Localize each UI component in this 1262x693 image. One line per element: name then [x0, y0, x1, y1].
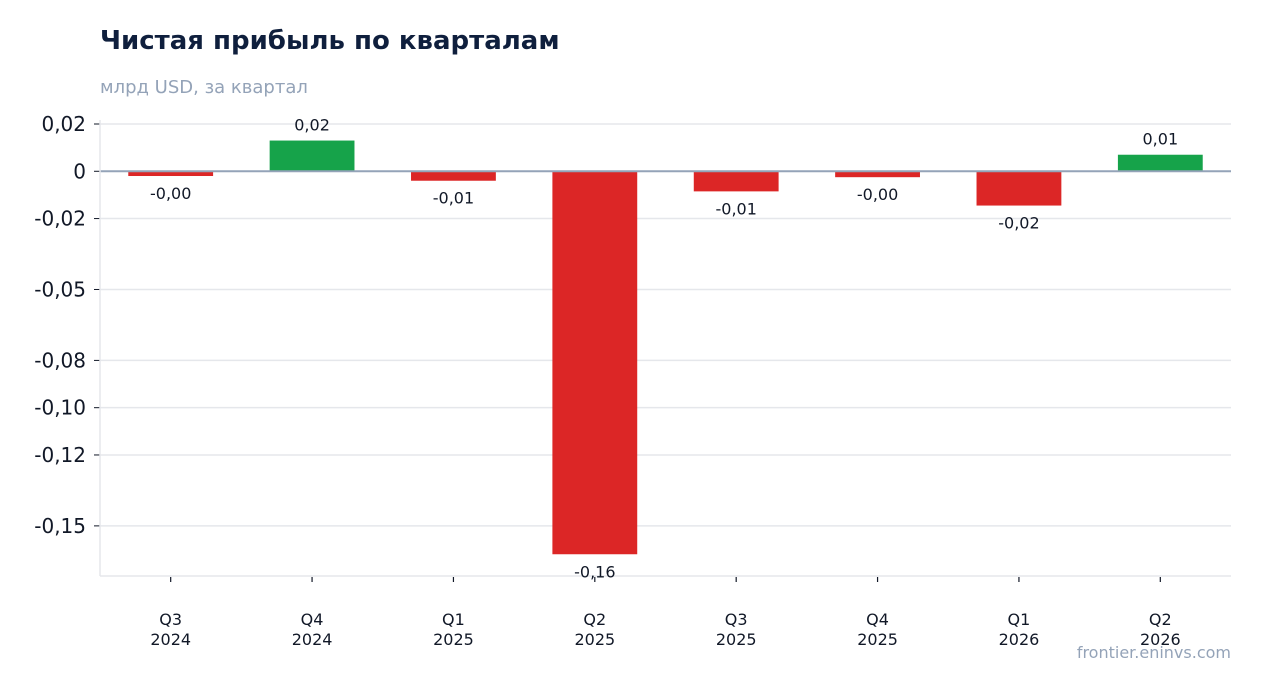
data-labels: -0,00 0,02 -0,01 -0,16 -0,01 -0,00 -0,02 0,01 — [150, 116, 1178, 582]
data-label: -0,00 — [150, 184, 191, 203]
bars — [128, 140, 1203, 555]
chart-subtitle: млрд USD, за квартал — [100, 77, 308, 98]
y-tick-label: -0,15 — [34, 514, 86, 538]
x-tick-label-quarter: Q3 — [159, 610, 182, 629]
axes: 0,020-0,02-0,05-0,08-0,10-0,12-0,15Q3202… — [34, 112, 1231, 649]
bar — [411, 171, 496, 181]
data-label: -0,01 — [715, 199, 756, 218]
bar — [128, 171, 214, 177]
bar — [1117, 154, 1203, 172]
x-tick-label-quarter: Q2 — [583, 610, 606, 629]
bar — [552, 171, 638, 555]
y-tick-label: -0,12 — [34, 443, 86, 467]
x-tick-label-year: 2026 — [999, 630, 1040, 649]
x-tick-label-year: 2025 — [716, 630, 757, 649]
x-tick-label-quarter: Q2 — [1149, 610, 1172, 629]
bar — [269, 140, 355, 172]
y-tick-label: 0 — [73, 159, 86, 183]
x-tick-label-year: 2024 — [292, 630, 333, 649]
data-label: -0,01 — [433, 189, 474, 208]
bar — [976, 171, 1062, 206]
x-tick-label-quarter: Q4 — [866, 610, 889, 629]
source-credit: frontier.eninvs.com — [1076, 643, 1231, 662]
y-tick-label: -0,02 — [34, 207, 86, 231]
data-label: 0,02 — [294, 116, 330, 135]
data-label: 0,01 — [1143, 130, 1179, 149]
bar — [693, 171, 779, 192]
x-tick-label-quarter: Q4 — [301, 610, 324, 629]
data-label: -0,00 — [857, 185, 898, 204]
chart-title: Чистая прибыль по кварталам — [100, 26, 560, 56]
y-tick-label: -0,05 — [34, 277, 86, 301]
data-label: -0,02 — [998, 214, 1039, 233]
x-tick-label-year: 2024 — [150, 630, 191, 649]
x-tick-label-quarter: Q1 — [442, 610, 465, 629]
data-label: -0,16 — [574, 562, 615, 581]
x-tick-label-quarter: Q3 — [725, 610, 748, 629]
bar — [835, 171, 920, 178]
x-tick-label-year: 2025 — [857, 630, 898, 649]
x-tick-label-year: 2025 — [433, 630, 474, 649]
x-tick-label-year: 2025 — [574, 630, 615, 649]
y-tick-label: -0,08 — [34, 348, 86, 372]
y-tick-label: -0,10 — [34, 396, 86, 420]
x-tick-label-quarter: Q1 — [1008, 610, 1031, 629]
x-tick-label-year: 2026 — [1140, 630, 1181, 649]
y-tick-label: 0,02 — [41, 112, 86, 136]
